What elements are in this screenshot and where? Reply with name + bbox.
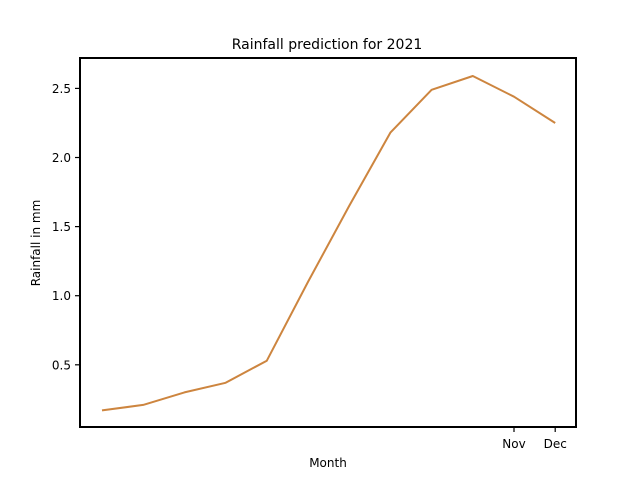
y-axis-ticks: 0.5 1.0 1.5 2.0 2.5 bbox=[52, 82, 80, 372]
y-axis-label: Rainfall in mm bbox=[29, 200, 43, 287]
y-tick-label: 2.5 bbox=[52, 82, 71, 96]
chart-title: Rainfall prediction for 2021 bbox=[232, 37, 423, 53]
plot-area bbox=[101, 75, 556, 412]
y-tick-label: 1.0 bbox=[52, 289, 71, 303]
x-tick-label: Nov bbox=[502, 437, 525, 451]
x-tick-label: Dec bbox=[544, 437, 567, 451]
y-tick-label: 1.5 bbox=[52, 220, 71, 234]
plot-frame bbox=[79, 57, 577, 428]
series-line-rainfall bbox=[101, 75, 556, 412]
y-tick-label: 2.0 bbox=[52, 151, 71, 165]
x-axis-ticks: Nov Dec bbox=[502, 427, 567, 451]
y-tick-label: 0.5 bbox=[52, 358, 71, 372]
x-axis-label: Month bbox=[309, 456, 347, 470]
